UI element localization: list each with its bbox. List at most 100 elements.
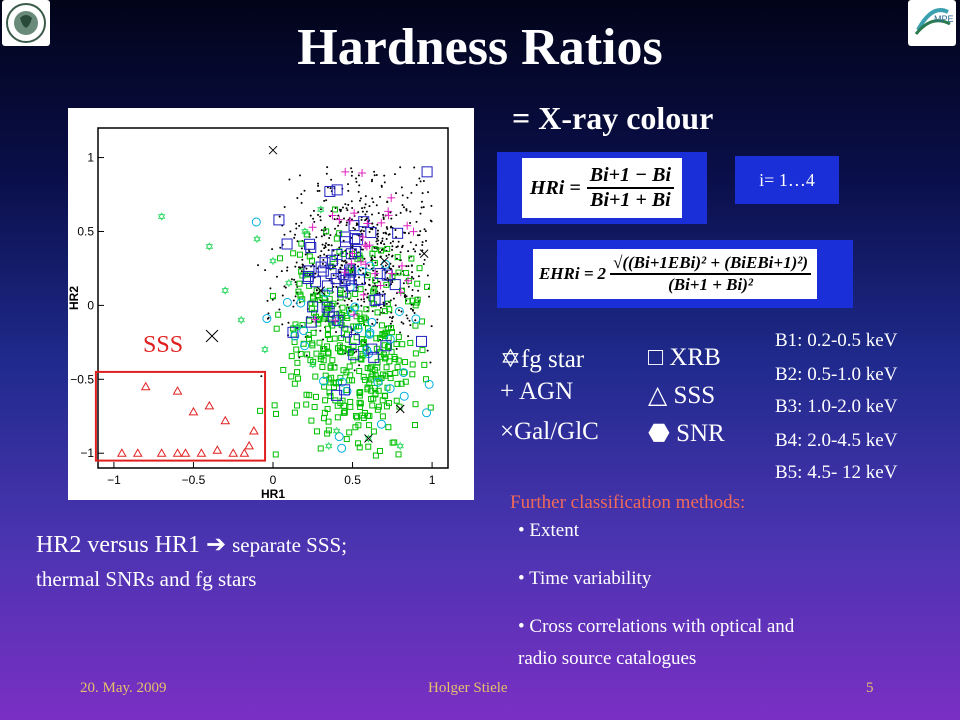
snr-point [386,370,393,377]
data-point [343,290,346,293]
data-point [342,239,345,242]
mpe-logo: MPE [908,0,956,46]
data-point [301,258,304,261]
data-point [370,180,373,183]
snr-point [313,350,320,357]
agn-point [371,269,380,278]
other-point [399,391,409,401]
data-point [300,270,303,273]
snr-point [297,350,304,357]
other-point [394,306,404,316]
snr-point [356,390,363,397]
data-point [401,194,404,197]
data-point [305,354,308,357]
data-point [335,330,338,333]
data-point [345,207,348,210]
sss-point [244,440,254,450]
data-point [423,228,426,231]
data-point [319,254,322,257]
xrb-point [330,273,342,285]
data-point [351,329,354,332]
footer-author: Holger Stiele [428,680,508,696]
snr-point [392,369,399,376]
snr-point [370,288,377,295]
data-point [298,266,301,269]
ehr-formula-numerator: √((Bi+1EBi)² + (BiEBi+1)²) [610,253,812,275]
data-point [372,201,375,204]
data-point [406,196,409,199]
snr-point [374,406,381,413]
xrb-point [380,340,392,352]
snr-point [375,403,382,410]
data-point [293,236,296,239]
snr-point [327,364,334,371]
square-icon: □ [648,344,664,371]
snr-point [313,393,320,400]
data-point [374,284,377,287]
data-point [338,208,341,211]
snr-point [325,427,332,434]
data-point [421,243,424,246]
snr-point [339,304,346,311]
data-point [430,220,433,223]
data-point [418,234,421,237]
gal-point [395,404,405,414]
snr-point [378,247,385,254]
data-point [317,182,320,185]
data-point [386,201,389,204]
snr-point [337,287,344,294]
snr-point [356,252,363,259]
data-point [364,203,367,206]
data-point [281,323,284,326]
bullet-time-variability: • Time variability [518,568,652,589]
x-tick-label: 0 [270,473,277,487]
data-point [421,192,424,195]
data-point [345,221,348,224]
data-point [415,184,418,187]
snr-point [409,361,416,368]
data-point [329,234,332,237]
xrb-point [339,231,351,243]
snr-point [277,255,284,262]
snr-point [313,287,320,294]
agn-point [331,316,340,325]
data-point [314,272,317,275]
agn-point [376,281,385,290]
data-point [347,183,350,186]
snr-point [401,369,408,376]
data-point [375,240,378,243]
data-point [294,281,297,284]
snr-point [383,364,390,371]
data-point [371,197,374,200]
data-point [321,262,324,265]
sss-point [212,445,223,454]
xrb-point [303,265,315,277]
data-point [337,254,340,257]
xrb-point [323,305,335,317]
snr-point [369,250,376,257]
data-point [371,322,374,325]
snr-point [381,308,388,315]
data-point [386,227,389,230]
data-point [354,248,357,251]
data-point [424,230,427,233]
data-point [292,299,295,302]
data-point [330,244,333,247]
data-point [347,189,350,192]
data-point [397,309,400,312]
agn-point [377,218,386,227]
data-point [376,223,379,226]
snr-point [355,422,362,429]
data-point [388,316,391,319]
sss-point [172,386,183,395]
snr-point [305,331,312,338]
data-point [325,172,328,175]
data-point [301,266,304,269]
data-point [355,303,358,306]
data-point [380,184,383,187]
data-point [280,270,283,273]
snr-point [402,359,409,366]
agn-point [340,268,349,277]
snr-point [332,206,339,213]
xrb-point [331,249,343,261]
